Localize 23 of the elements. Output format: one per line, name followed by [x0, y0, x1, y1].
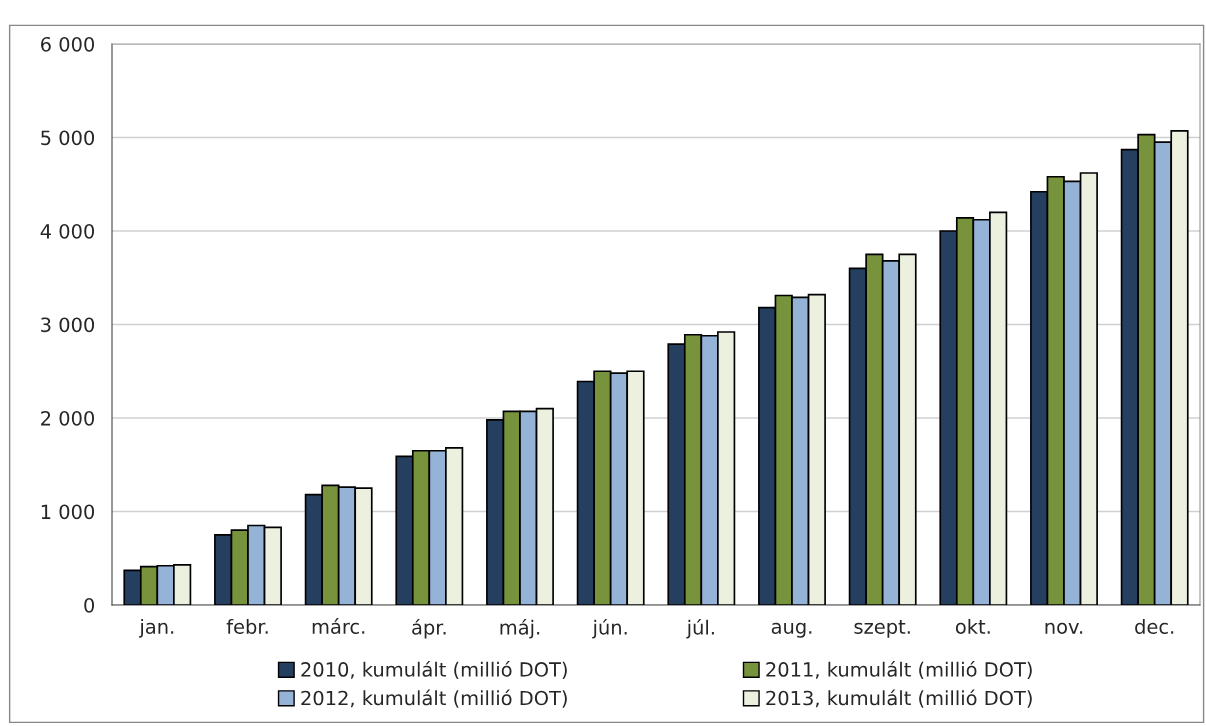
x-tick-label: ápr. [412, 618, 446, 639]
x-tick-label: nov. [1045, 622, 1083, 634]
x-tick-label: okt. [955, 618, 990, 634]
x-tick-label: dec. [1135, 618, 1174, 634]
y-tick-label: 1 000 [41, 504, 95, 520]
x-tick-label: aug. [771, 622, 812, 638]
y-tick-label: 5 000 [41, 130, 95, 146]
legend-label: 2012, kumulált (millió DOT) [301, 689, 567, 708]
y-tick-label: 4 000 [40, 223, 95, 239]
y-tick-label: 2 000 [41, 410, 95, 426]
x-tick-label: júl. [686, 618, 714, 639]
x-tick-label: febr. [226, 618, 268, 634]
x-tick-label: máj. [500, 618, 540, 639]
x-tick-label: jún. [592, 618, 627, 639]
x-tick-label: szept. [854, 620, 910, 638]
x-tick-label: jan. [139, 618, 174, 638]
y-tick-label: 0 [84, 597, 95, 613]
y-tick-label: 3 000 [41, 317, 95, 333]
legend-label: 2010, kumulált (millió DOT) [301, 660, 567, 680]
x-tick-label: márc. [312, 618, 365, 634]
legend-label: 2013, kumulált (millió DOT) [766, 689, 1032, 708]
legend-label: 2011, kumulált (millió DOT) [766, 660, 1032, 680]
y-tick-label: 6 000 [41, 36, 95, 52]
